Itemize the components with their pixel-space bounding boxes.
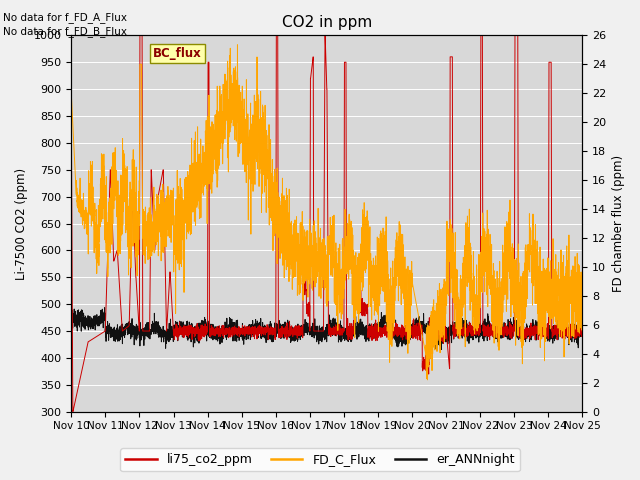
Title: CO2 in ppm: CO2 in ppm [282,15,372,30]
Text: No data for f_FD_A_Flux: No data for f_FD_A_Flux [3,12,127,23]
Y-axis label: FD chamber flux (ppm): FD chamber flux (ppm) [612,155,625,292]
Y-axis label: Li-7500 CO2 (ppm): Li-7500 CO2 (ppm) [15,168,28,279]
Text: BC_flux: BC_flux [153,47,202,60]
Text: No data for f_FD_B_Flux: No data for f_FD_B_Flux [3,26,127,37]
Legend: li75_co2_ppm, FD_C_Flux, er_ANNnight: li75_co2_ppm, FD_C_Flux, er_ANNnight [120,448,520,471]
